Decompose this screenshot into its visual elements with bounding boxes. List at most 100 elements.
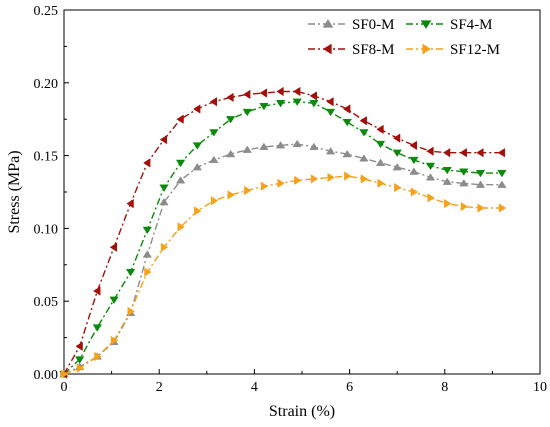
series-line [63,100,502,375]
series-line [63,143,502,375]
data-point [376,124,384,135]
data-point [226,92,234,103]
data-point [292,98,302,106]
data-point [227,190,235,200]
data-point [425,162,436,171]
legend-marker [422,43,431,55]
data-point [460,201,469,212]
data-point [325,108,336,117]
legend-marker [323,43,332,55]
data-point [459,148,467,158]
legend: SF0-M SF4-M SF8-M SF12-M [308,17,500,58]
data-point [276,86,284,97]
data-point [109,242,118,252]
data-point [160,242,169,252]
data-point [244,185,252,196]
tick-labels: 0 2 4 6 8 10 0.00 0.05 0.10 0.15 0.20 0.25 [34,4,548,395]
data-point [309,100,319,108]
series-sf0-m [59,139,507,378]
data-point [392,149,402,157]
data-point [192,142,202,150]
data-point [94,351,102,362]
data-point [142,250,152,258]
data-point [442,177,452,185]
data-point [177,222,185,232]
data-point [92,324,102,332]
data-point [497,169,507,178]
data-point [409,156,419,165]
data-point [225,116,236,124]
data-point [342,104,351,114]
data-point [60,369,69,379]
x-tick-label: 8 [441,380,448,395]
data-point [292,139,302,148]
data-point [242,108,252,117]
data-point [293,86,301,97]
data-point [259,88,268,98]
data-point [392,133,401,143]
legend-label: SF12-M [450,42,500,58]
data-point [294,175,302,186]
series-sf12-m [60,171,507,379]
series-sf8-m [59,86,506,379]
data-point [159,197,169,206]
x-tick-label: 4 [251,380,258,395]
data-point [475,169,486,178]
data-point [359,116,367,126]
legend-item-sf4-m: SF4-M [406,17,493,33]
data-point [159,184,169,192]
data-point [359,129,369,137]
data-point [209,129,219,137]
series-line [63,90,502,375]
data-point [477,203,485,213]
series-sf4-m [59,98,507,379]
data-point [497,180,507,188]
data-point [142,226,152,235]
data-point [409,167,419,175]
data-point [75,356,85,364]
data-point [110,335,119,346]
data-point [275,141,286,149]
data-point [260,181,269,191]
data-point [475,180,486,188]
y-tick-label: 0.20 [34,77,59,92]
data-point [242,145,252,153]
y-tick-label: 0.00 [34,368,59,383]
data-point [375,140,386,149]
data-point [459,168,469,176]
data-point [427,193,435,203]
data-point [125,268,136,277]
data-point [377,178,385,188]
data-point [144,267,152,277]
data-point [127,306,135,317]
data-point [394,182,402,193]
legend-marker [322,19,334,28]
data-point [442,148,451,158]
data-point [497,148,506,158]
data-point [425,173,436,181]
data-point [192,163,202,171]
data-point [459,179,469,187]
data-point [476,148,484,158]
data-point [176,114,184,124]
legend-item-sf0-m: SF0-M [308,17,395,33]
x-axis-title: Strain (%) [269,403,335,420]
y-tick-label: 0.15 [34,150,59,165]
data-point [259,142,269,150]
y-axis-title: Stress (MPa) [6,150,23,233]
legend-marker [420,20,432,29]
data-point [342,119,352,127]
data-point [360,174,369,184]
data-point [277,178,285,188]
data-point [410,187,419,197]
data-point [109,296,119,304]
data-point [175,159,186,168]
series-group [59,86,507,379]
data-point [392,163,402,171]
data-point [309,142,319,150]
data-point [143,158,151,168]
data-point [225,149,236,158]
data-point [194,206,202,216]
y-tick-label: 0.10 [34,222,59,237]
